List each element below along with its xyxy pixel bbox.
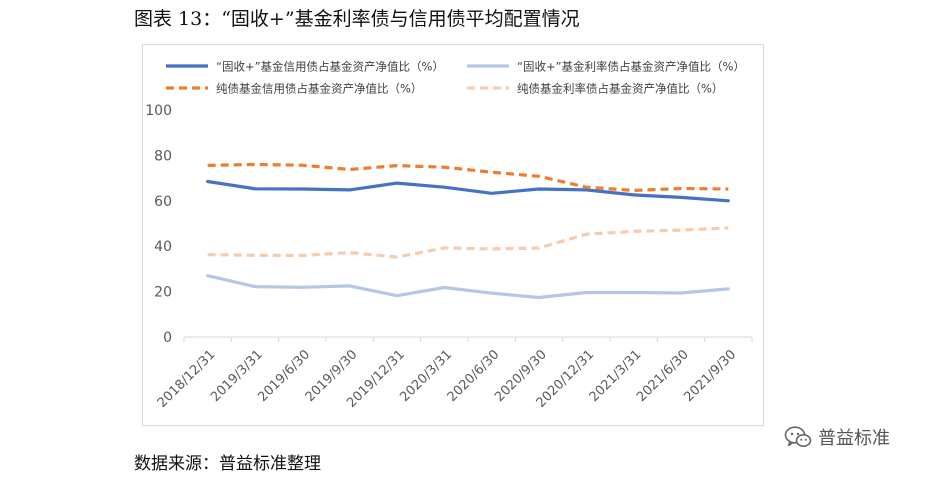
watermark-text: 普益标准 <box>818 428 890 449</box>
y-tick-label: 0 <box>163 330 172 346</box>
series-line-2 <box>206 274 730 300</box>
data-source-note: 数据来源：普益标准整理 <box>134 454 321 474</box>
series-line-4 <box>207 226 729 259</box>
chart-frame <box>142 44 764 426</box>
series-line-1 <box>206 179 730 203</box>
wechat-icon <box>784 426 812 447</box>
chart-title: 图表 13：“固收+”基金利率债与信用债平均配置情况 <box>134 8 580 30</box>
legend-label-2: “固收+”基金利率债占基金资产净值比（%） <box>517 60 745 74</box>
y-tick-label: 100 <box>145 103 172 119</box>
watermark: 普益标准 <box>784 424 890 450</box>
y-tick-label: 40 <box>154 239 172 255</box>
y-tick-label: 20 <box>154 285 172 301</box>
y-tick-label: 60 <box>154 194 172 210</box>
x-tick-label: 2018/12/31 <box>155 347 219 411</box>
series-line-3 <box>207 162 729 192</box>
legend-label-1: “固收+”基金信用债占基金资产净值比（%） <box>216 60 444 74</box>
legend-label-4: 纯债基金利率债占基金资产净值比（%） <box>517 82 723 96</box>
y-tick-label: 80 <box>154 148 172 164</box>
legend-label-3: 纯债基金信用债占基金资产净值比（%） <box>216 82 422 96</box>
x-tick-label: 2021/9/30 <box>681 347 739 405</box>
